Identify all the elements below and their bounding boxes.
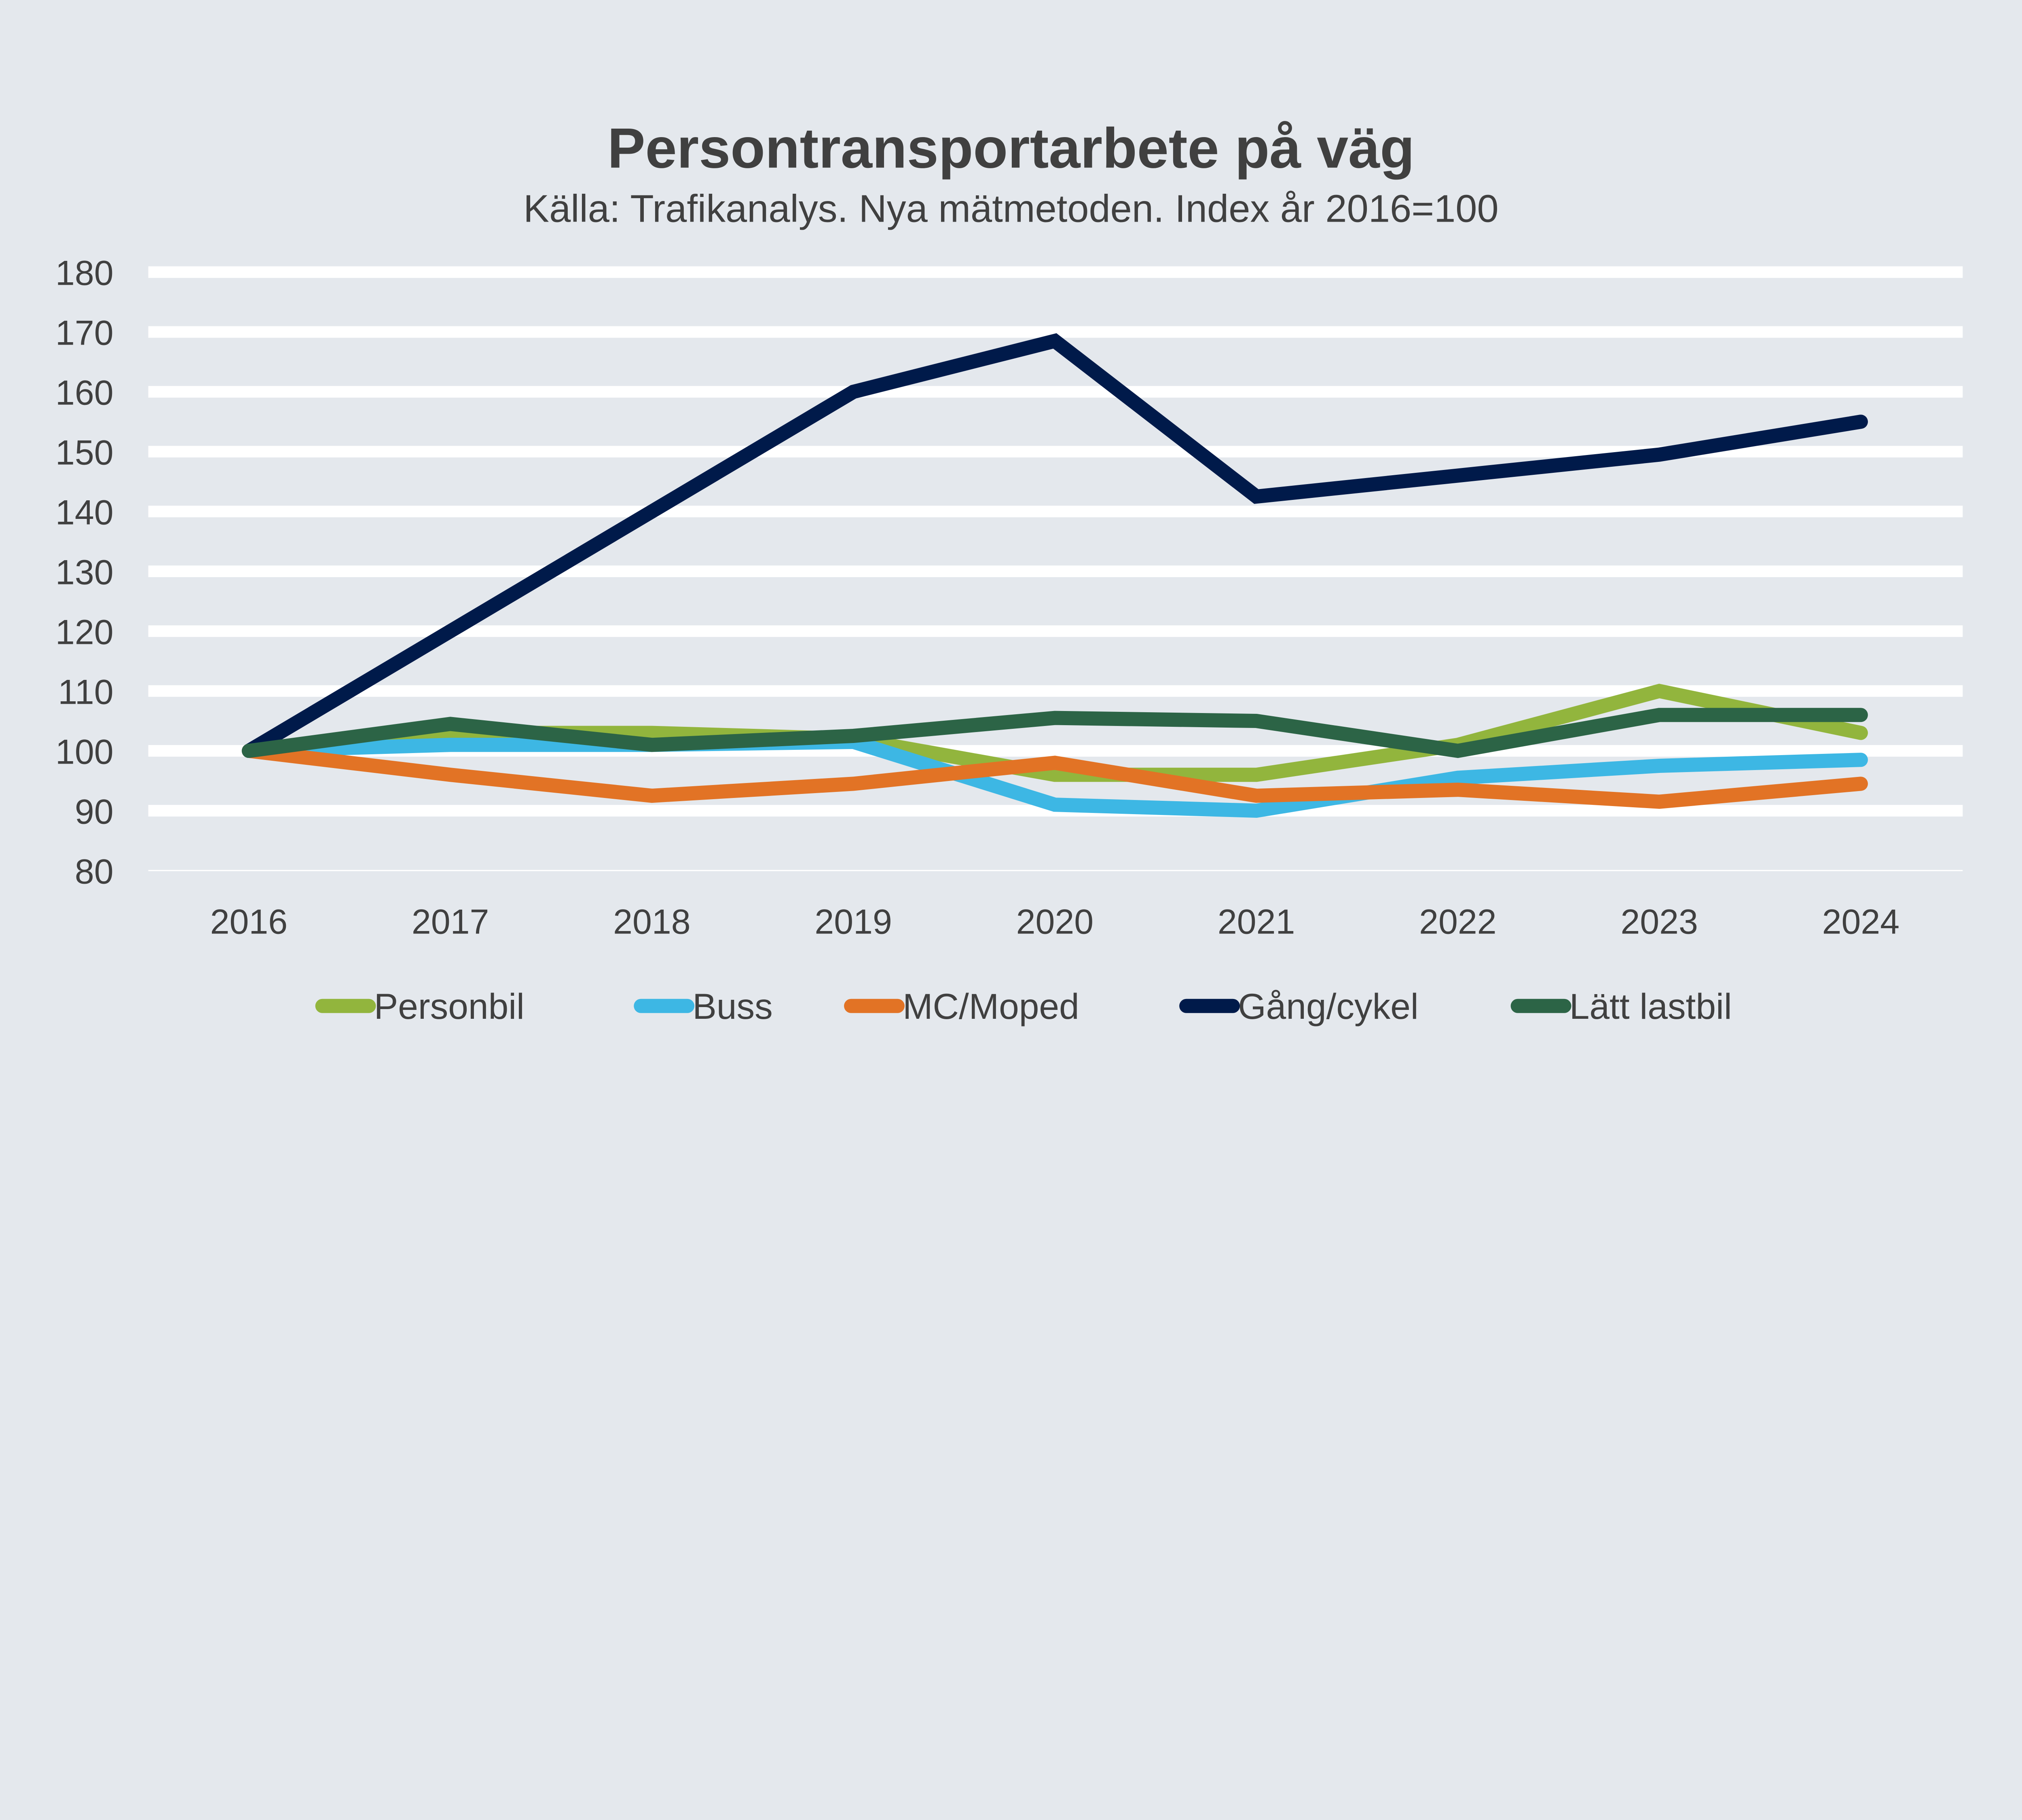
x-axis: 2016 2017 2018 2019 2020 2021 2022 2023 2024 <box>210 903 1899 942</box>
x-tick-label: 2023 <box>1620 903 1698 942</box>
x-tick-label: 2022 <box>1419 903 1497 942</box>
series-line-l-tt-lastbil <box>241 708 1868 758</box>
legend-label: Gång/cykel <box>1238 986 1419 1026</box>
y-tick-label: 140 <box>55 493 114 532</box>
chart-subtitle: Källa: Trafikanalys. Nya mätmetoden. Ind… <box>523 187 1498 230</box>
x-tick-label: 2016 <box>210 903 288 942</box>
legend-item: MC/Moped <box>844 986 1079 1026</box>
x-tick-label: 2019 <box>814 903 892 942</box>
legend-label: Lätt lastbil <box>1569 986 1732 1026</box>
y-tick-label: 100 <box>55 732 114 771</box>
y-tick-label: 170 <box>55 314 114 353</box>
legend-label: MC/Moped <box>903 986 1079 1026</box>
series-lines <box>241 333 1868 818</box>
x-tick-label: 2018 <box>613 903 691 942</box>
series-line-mc-moped <box>241 743 1868 809</box>
legend-item: Gång/cykel <box>1179 986 1419 1026</box>
y-tick-label: 110 <box>58 673 113 711</box>
x-tick-label: 2017 <box>412 903 489 942</box>
legend-item: Personbil <box>315 986 525 1026</box>
legend-label: Buss <box>692 986 772 1026</box>
series-line-buss <box>241 734 1868 818</box>
y-tick-label: 160 <box>55 374 114 413</box>
legend: Personbil Buss MC/Moped Gång/cykel Lätt last… <box>315 986 1732 1026</box>
chart-title: Persontransportarbete på väg <box>607 116 1415 180</box>
y-axis: 80 90 100 110 120 130 140 150 160 170 180 <box>55 254 114 891</box>
legend-item: Lätt lastbil <box>1510 986 1732 1026</box>
y-tick-label: 180 <box>55 254 114 293</box>
y-tick-label: 120 <box>55 613 114 652</box>
y-tick-label: 80 <box>75 852 114 891</box>
legend-label: Personbil <box>374 986 525 1026</box>
series-line-g-ng-cykel <box>241 333 1868 758</box>
y-tick-label: 150 <box>55 434 114 472</box>
y-tick-label: 130 <box>55 553 114 592</box>
legend-item: Buss <box>634 986 773 1026</box>
x-tick-label: 2024 <box>1822 903 1900 942</box>
y-tick-label: 90 <box>75 792 114 831</box>
x-tick-label: 2020 <box>1016 903 1094 942</box>
line-chart: Persontransportarbete på väg Källa: Traf… <box>55 116 1963 1027</box>
x-tick-label: 2021 <box>1218 903 1295 942</box>
